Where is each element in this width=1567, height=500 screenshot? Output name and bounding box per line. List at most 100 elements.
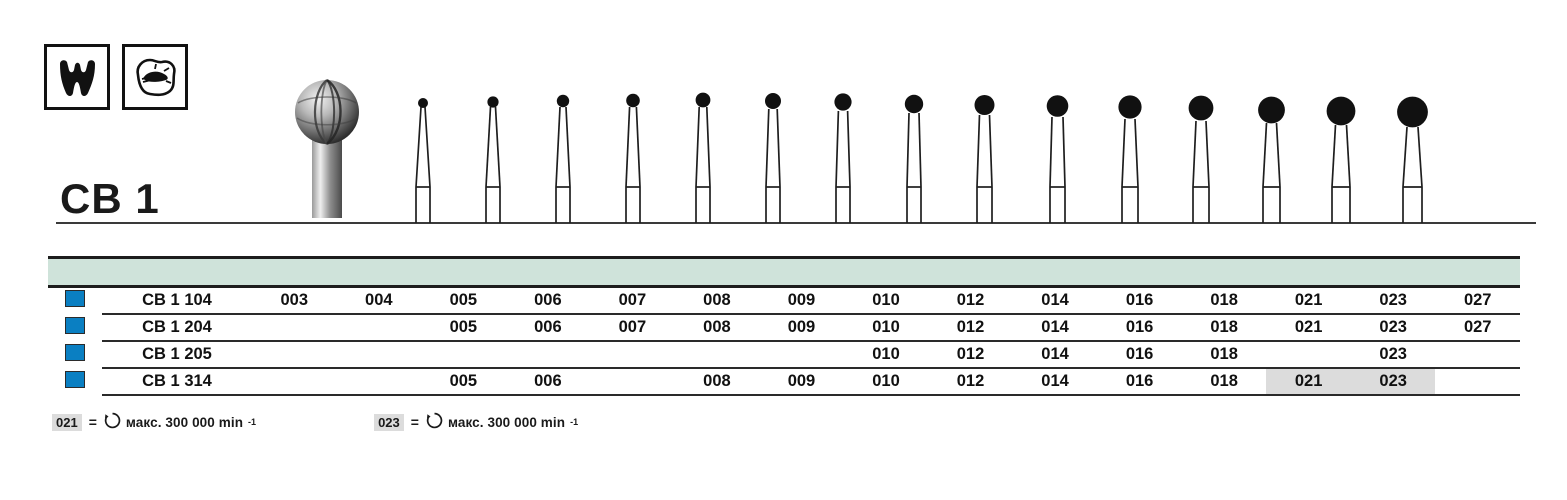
size-cell [421, 341, 506, 369]
table-row: CB 1 314 005 006 008 009 010 012 014 016… [48, 368, 1520, 396]
size-cell: 007 [590, 288, 675, 315]
size-cell: 006 [505, 368, 591, 396]
footnote-text: макс. 300 000 min [125, 414, 244, 430]
size-cell: 027 [1435, 314, 1520, 342]
size-cell [674, 341, 760, 369]
size-cell: 012 [928, 368, 1013, 396]
size-cell: 010 [843, 288, 929, 315]
table-header-rule [48, 285, 1520, 288]
title-divider [56, 222, 1536, 224]
size-cell: 008 [674, 314, 760, 342]
size-cell: 016 [1097, 368, 1182, 396]
size-cell: 005 [421, 288, 506, 315]
size-cell: 006 [505, 288, 591, 315]
footnote-equals: = [88, 414, 97, 430]
round-bur-photo [286, 73, 368, 223]
color-swatch [65, 290, 85, 307]
bur-drawing [404, 87, 442, 223]
size-cell: 023 [1350, 341, 1436, 369]
footnote-code: 023 [374, 413, 404, 431]
table-row: CB 1 205 010 012 014 016 018 023 [48, 341, 1520, 369]
row-swatch-cell [48, 341, 102, 368]
bur-drawing [614, 87, 652, 223]
size-cell: 018 [1181, 314, 1267, 342]
size-cell: 009 [759, 368, 844, 396]
size-cell: 012 [928, 288, 1013, 315]
size-cell: 016 [1097, 288, 1182, 315]
size-cell: 005 [421, 368, 506, 396]
row-prefix: CB 1 [142, 318, 180, 336]
table-top-rule [48, 256, 1520, 259]
size-cell: 021 [1266, 314, 1351, 342]
size-cell: 008 [674, 368, 760, 396]
bur-drawing [1036, 87, 1080, 223]
size-cell: 016 [1097, 314, 1182, 342]
size-cell [252, 368, 337, 396]
table-row: CB 1 204 005 006 007 008 009 010 012 014… [48, 314, 1520, 342]
footnote-code: 021 [52, 413, 82, 431]
footnote: 023 = макс. 300 000 min -1 [374, 412, 578, 432]
row-swatch-cell [48, 368, 102, 395]
bur-drawing [684, 87, 722, 223]
row-label: CB 1 104 [102, 288, 252, 315]
row-prefix: CB 1 [142, 291, 180, 309]
size-cell-highlighted: 021 [1266, 368, 1351, 396]
table-header-band [48, 259, 1520, 285]
bur-drawing [1386, 87, 1442, 223]
size-cell: 004 [336, 288, 422, 315]
bur-drawing [1248, 87, 1298, 223]
row-swatch-cell [48, 288, 102, 314]
row-prefix: CB 1 [142, 372, 180, 390]
size-cell: 012 [928, 314, 1013, 342]
size-cell: 027 [1435, 288, 1520, 315]
footnote: 021 = макс. 300 000 min -1 [52, 412, 256, 432]
color-swatch [65, 343, 85, 361]
size-cell: 012 [928, 341, 1013, 369]
size-cell: 014 [1012, 288, 1098, 315]
size-cell: 023 [1350, 314, 1436, 342]
footnotes: 021 = макс. 300 000 min -1 023 = макс. 30… [52, 412, 578, 432]
size-cell [336, 314, 422, 342]
row-code: 205 [184, 345, 212, 363]
sizes-table: CB 1 104 003 004 005 006 007 008 009 010… [48, 256, 1520, 396]
size-cell [252, 314, 337, 342]
bur-drawing [964, 87, 1006, 223]
size-cell [336, 368, 422, 396]
row-label: CB 1 205 [102, 341, 252, 369]
size-cell: 018 [1181, 341, 1267, 369]
footnote-exponent: -1 [248, 417, 257, 427]
footnote-exponent: -1 [570, 417, 579, 427]
size-cell [505, 341, 591, 369]
indication-icons [44, 44, 188, 110]
size-cell: 014 [1012, 368, 1098, 396]
size-cell: 014 [1012, 341, 1098, 369]
size-cell-highlighted: 023 [1350, 368, 1436, 396]
size-cell [1435, 341, 1520, 369]
row-swatch-cell [48, 314, 102, 341]
bur-drawing [1178, 87, 1226, 223]
size-cell: 016 [1097, 341, 1182, 369]
bur-drawing [894, 87, 934, 223]
page-title: CB 1 [60, 175, 160, 222]
color-swatch [65, 370, 85, 388]
bur-drawing [474, 87, 512, 223]
bur-drawing [754, 87, 792, 223]
row-code: 314 [184, 372, 212, 390]
size-cell: 008 [674, 288, 760, 315]
color-swatch [65, 316, 85, 334]
size-cell: 010 [843, 341, 929, 369]
bur-drawing [1316, 87, 1368, 223]
tooth-occlusal-icon [122, 44, 188, 110]
table-row: CB 1 104 003 004 005 006 007 008 009 010… [48, 288, 1520, 315]
size-cell: 018 [1181, 288, 1267, 315]
size-cell [1435, 368, 1520, 396]
tooth-cross-section-icon [44, 44, 110, 110]
size-cell: 005 [421, 314, 506, 342]
size-cell [590, 368, 675, 396]
size-cell [759, 341, 844, 369]
row-label: CB 1 314 [102, 368, 252, 396]
size-cell [252, 341, 337, 369]
size-cell: 018 [1181, 368, 1267, 396]
size-cell [1266, 341, 1351, 369]
